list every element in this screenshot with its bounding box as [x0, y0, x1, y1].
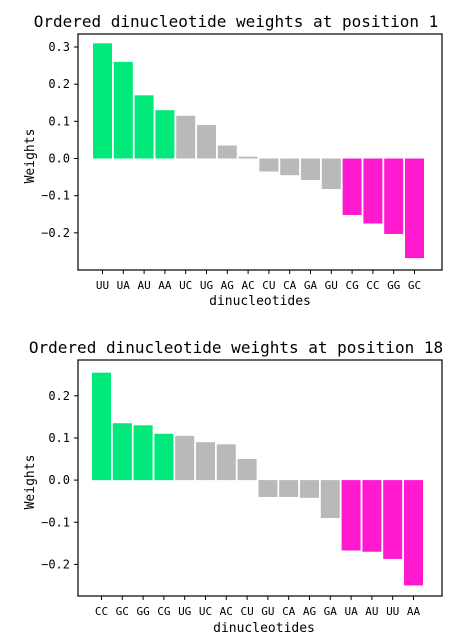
bar-ua [341, 480, 361, 551]
bar-ga [301, 158, 320, 181]
x-tick-label: UA [344, 605, 358, 618]
x-tick-group: UU UA AU AA UC UG AG AC CU CA GA GU CG CC GG GC [96, 270, 421, 292]
x-tick-label: AA [158, 279, 172, 292]
bar-aa [404, 480, 423, 586]
bar-gc [405, 158, 424, 259]
bar-uu [383, 480, 403, 559]
bar-ga [320, 480, 340, 519]
y-tick-group: 0.3 0.2 0.1 0.0 −0.1 −0.2 [41, 40, 78, 240]
bar-au [134, 95, 154, 159]
x-tick-label: AU [365, 605, 378, 618]
bar-aa [155, 110, 175, 159]
x-tick-label: AG [303, 605, 316, 618]
x-tick-label: GU [261, 605, 274, 618]
x-tick-label: GU [325, 279, 338, 292]
x-tick-label: GG [387, 279, 400, 292]
x-tick-label: CU [262, 279, 275, 292]
y-tick-label: −0.2 [41, 226, 70, 240]
y-tick-label: 0.3 [48, 40, 70, 54]
x-tick-label: CC [366, 279, 379, 292]
y-tick-label: 0.0 [48, 152, 70, 166]
x-tick-label: UG [178, 605, 191, 618]
x-tick-label: GA [304, 279, 318, 292]
bar-ca [280, 158, 300, 176]
y-tick-group: 0.2 0.1 0.0 −0.1 −0.2 [41, 389, 78, 571]
y-tick-label: 0.2 [48, 389, 70, 403]
x-axis-label: dinucleotides [209, 294, 311, 309]
chart-title: Ordered dinucleotide weights at position… [34, 12, 439, 31]
bar-ac [216, 444, 236, 481]
bar-ca [279, 480, 299, 497]
bar-ua [113, 61, 133, 159]
x-tick-label: GG [136, 605, 149, 618]
y-tick-label: −0.1 [41, 515, 70, 529]
x-tick-label: UA [117, 279, 131, 292]
y-tick-label: −0.2 [41, 557, 70, 571]
bar-ug [175, 435, 195, 481]
bar-gu [258, 480, 278, 497]
y-tick-label: −0.1 [41, 189, 70, 203]
chart-title: Ordered dinucleotide weights at position… [29, 338, 443, 357]
bar-cu [237, 459, 257, 481]
x-tick-group: CC GC GG CG UG UC AC CU GU CA AG GA UA AU UU AA [95, 596, 421, 618]
bar-uu [93, 43, 112, 159]
bar-ag [300, 480, 319, 498]
bar-gc [112, 423, 132, 481]
x-tick-label: CU [240, 605, 253, 618]
x-tick-label: AC [220, 605, 233, 618]
y-tick-label: 0.1 [48, 114, 70, 128]
x-tick-label: UU [386, 605, 399, 618]
x-tick-label: CA [283, 279, 297, 292]
bar-gu [321, 158, 341, 189]
x-tick-label: CC [95, 605, 108, 618]
x-tick-label: UU [96, 279, 109, 292]
bar-group [93, 43, 424, 259]
bar-cg [154, 433, 174, 481]
y-tick-label: 0.2 [48, 77, 70, 91]
bar-gg [384, 158, 404, 234]
bar-cu [259, 158, 279, 172]
bar-au [362, 480, 382, 552]
bar-uc [176, 115, 196, 159]
bar-cg [342, 158, 362, 215]
y-axis-label: Weights [23, 455, 38, 510]
x-tick-label: CG [157, 605, 170, 618]
bar-ac [238, 156, 258, 159]
bar-cc [92, 372, 111, 481]
y-tick-label: 0.0 [48, 473, 70, 487]
y-axis-label: Weights [23, 129, 38, 184]
x-tick-label: UC [179, 279, 192, 292]
x-tick-label: UG [200, 279, 213, 292]
x-tick-label: CA [282, 605, 296, 618]
x-tick-label: UC [199, 605, 212, 618]
bar-uc [196, 442, 215, 481]
chart-position-1: Ordered dinucleotide weights at position… [23, 12, 443, 309]
x-axis-label: dinucleotides [213, 621, 315, 636]
plot-frame [77, 33, 443, 271]
x-tick-label: GA [324, 605, 338, 618]
x-tick-label: AG [221, 279, 234, 292]
x-tick-label: CG [345, 279, 358, 292]
bar-ug [197, 125, 216, 159]
bar-group [92, 372, 423, 586]
y-tick-label: 0.1 [48, 431, 70, 445]
bar-cc [363, 158, 383, 224]
x-tick-label: GC [408, 279, 421, 292]
x-tick-label: GC [116, 605, 129, 618]
x-tick-label: AC [241, 279, 254, 292]
bar-ag [217, 145, 237, 159]
x-tick-label: AU [137, 279, 150, 292]
chart-position-18: Ordered dinucleotide weights at position… [23, 338, 443, 636]
bar-gg [133, 425, 153, 481]
plot-frame [77, 359, 443, 597]
x-tick-label: AA [407, 605, 421, 618]
